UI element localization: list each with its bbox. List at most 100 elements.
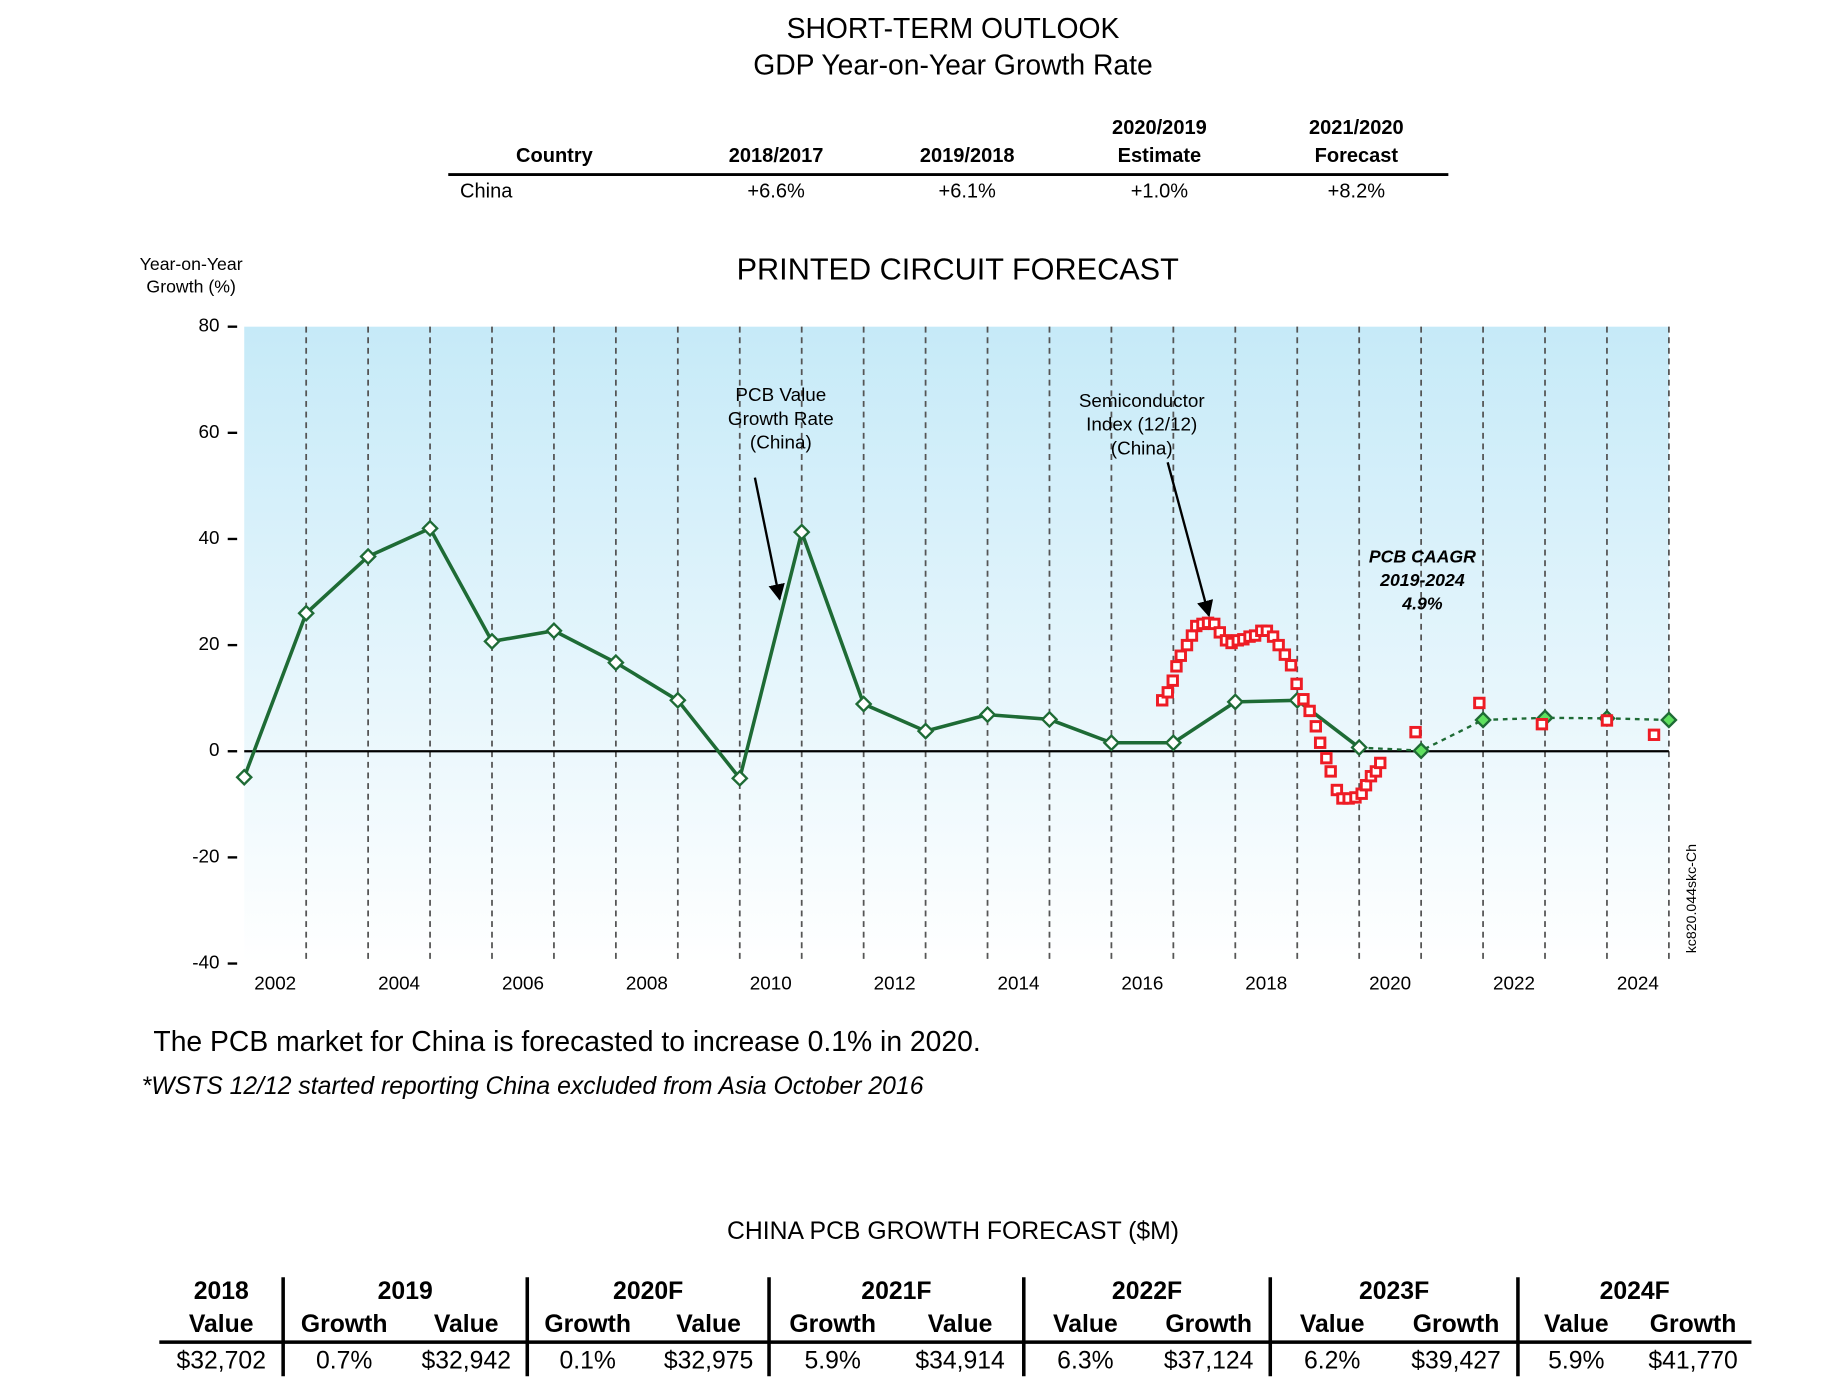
data-point xyxy=(1320,751,1333,765)
table-cell: 6.3% xyxy=(1057,1348,1113,1375)
forecast-line xyxy=(1359,716,1669,752)
y-tick-label: 0 xyxy=(209,739,220,760)
page-subtitle: GDP Year-on-Year Growth Rate xyxy=(753,49,1153,81)
data-point xyxy=(1161,686,1174,699)
gdp-header: 2019/2018 xyxy=(920,145,1015,167)
y-tick-label: 40 xyxy=(198,527,219,548)
data-point xyxy=(1474,711,1492,729)
table-cell: $41,770 xyxy=(1648,1348,1737,1375)
column-header: Growth xyxy=(301,1311,388,1338)
data-point xyxy=(854,695,873,713)
data-point xyxy=(359,547,377,566)
data-point xyxy=(235,768,253,786)
column-header: Growth xyxy=(1650,1311,1737,1338)
gdp-cell: China xyxy=(460,181,513,203)
table-cell: $32,702 xyxy=(176,1348,265,1375)
data-point xyxy=(1174,649,1187,662)
x-tick-label: 2010 xyxy=(750,973,792,994)
column-header: Value xyxy=(434,1311,499,1338)
group-header: 2019 xyxy=(378,1278,433,1305)
data-point xyxy=(421,519,439,538)
data-point xyxy=(1185,629,1199,642)
data-point xyxy=(1374,756,1387,770)
annotation: 4.9% xyxy=(1401,594,1443,614)
table-cell: 5.9% xyxy=(805,1348,861,1375)
data-point xyxy=(669,691,687,710)
table-cell: 6.2% xyxy=(1304,1348,1360,1375)
table-cell: $32,942 xyxy=(422,1348,511,1375)
data-point xyxy=(1278,648,1292,661)
gdp-cell: +8.2% xyxy=(1328,181,1386,203)
gdp-header: Country xyxy=(516,145,594,167)
y-axis-label: Year-on-Year xyxy=(140,254,243,274)
y-axis-label: Growth (%) xyxy=(146,276,235,296)
table-cell: $39,427 xyxy=(1411,1348,1500,1375)
y-tick-label: -20 xyxy=(192,845,219,866)
data-point xyxy=(916,722,935,740)
y-tick-label: 80 xyxy=(198,315,219,336)
y-tick-label: -40 xyxy=(192,952,219,973)
table-cell: $32,975 xyxy=(664,1348,753,1375)
x-tick-label: 2008 xyxy=(626,973,668,994)
group-header: 2021F xyxy=(861,1278,931,1305)
table-cell: 0.1% xyxy=(560,1348,616,1375)
data-point xyxy=(731,769,749,788)
data-point xyxy=(1412,741,1430,760)
data-point xyxy=(483,632,501,651)
column-header: Value xyxy=(1544,1311,1609,1338)
annotation: Growth Rate xyxy=(728,408,834,429)
annotation-arrow xyxy=(1166,462,1214,618)
data-point xyxy=(1647,728,1661,741)
column-header: Growth xyxy=(789,1311,876,1338)
column-header: Value xyxy=(189,1311,254,1338)
data-point xyxy=(297,604,315,623)
gdp-header: 2020/2019 xyxy=(1112,117,1207,139)
data-point xyxy=(1409,725,1422,739)
group-header: 2020F xyxy=(613,1278,683,1305)
data-point xyxy=(978,705,997,724)
data-point xyxy=(1284,659,1298,672)
annotation: PCB Value xyxy=(735,384,826,405)
table-cell: $34,914 xyxy=(915,1348,1005,1375)
group-header: 2024F xyxy=(1600,1278,1670,1305)
data-point xyxy=(1180,638,1194,652)
table-cell: 0.7% xyxy=(316,1348,372,1375)
group-header: 2018 xyxy=(194,1278,249,1305)
column-header: Growth xyxy=(1413,1311,1500,1338)
x-tick-label: 2022 xyxy=(1493,973,1535,994)
gdp-header: 2018/2017 xyxy=(729,145,824,167)
data-point xyxy=(1303,704,1316,718)
annotation-arrow xyxy=(753,477,785,601)
note: The PCB market for China is forecasted t… xyxy=(153,1025,980,1057)
table-title: CHINA PCB GROWTH FORECAST ($M) xyxy=(727,1218,1179,1245)
data-point xyxy=(1313,736,1327,749)
column-header: Growth xyxy=(1165,1311,1252,1338)
data-point xyxy=(1166,674,1179,687)
y-tick-label: 60 xyxy=(198,421,219,442)
data-point xyxy=(1309,720,1323,733)
gdp-cell: +1.0% xyxy=(1131,181,1189,203)
x-tick-label: 2004 xyxy=(378,973,420,994)
gdp-cell: +6.6% xyxy=(747,181,805,203)
table-cell: 5.9% xyxy=(1548,1348,1604,1375)
data-point xyxy=(1290,677,1303,691)
x-tick-label: 2002 xyxy=(254,973,296,994)
x-tick-label: 2006 xyxy=(502,973,544,994)
group-header: 2023F xyxy=(1359,1278,1429,1305)
data-point xyxy=(792,523,811,541)
page-title: SHORT-TERM OUTLOOK xyxy=(787,12,1120,44)
y-tick-label: 20 xyxy=(198,633,219,654)
column-header: Value xyxy=(928,1311,993,1338)
data-point xyxy=(1226,693,1245,711)
annotation: PCB CAAGR xyxy=(1369,547,1476,567)
data-point xyxy=(1213,626,1227,639)
plot-area xyxy=(244,326,1669,964)
data-point xyxy=(1660,711,1678,729)
data-point xyxy=(545,622,563,640)
data-point xyxy=(1297,693,1310,706)
x-tick-label: 2018 xyxy=(1245,973,1287,994)
data-point xyxy=(607,653,625,672)
annotation: 2019-2024 xyxy=(1379,570,1465,590)
